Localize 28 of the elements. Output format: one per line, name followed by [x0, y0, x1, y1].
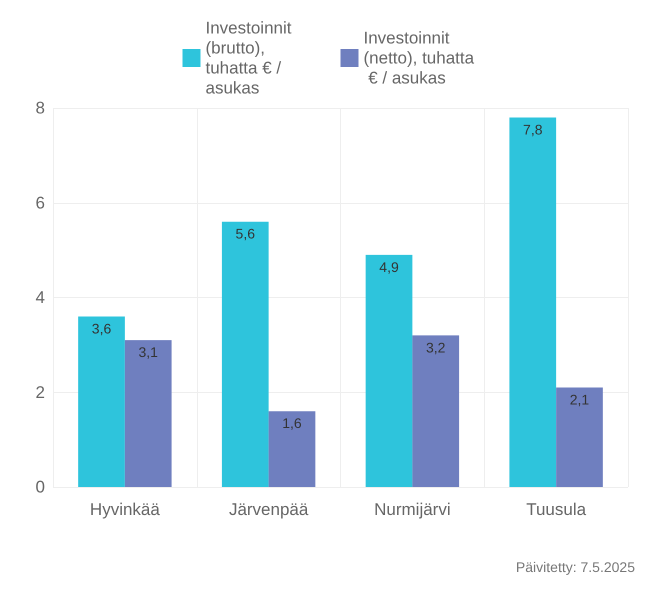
- data-label: 7,8: [523, 121, 543, 138]
- bar: [412, 335, 460, 487]
- bar: [222, 222, 269, 487]
- bar: [124, 340, 172, 487]
- data-label: 3,1: [138, 344, 158, 360]
- y-tick-label: 2: [36, 382, 45, 402]
- bar: [366, 254, 412, 487]
- legend-label: Investoinnit (brutto), tuhatta € / asukas: [206, 18, 296, 98]
- x-tick-label: Hyvinkää: [90, 500, 160, 519]
- x-tick-label: Tuusula: [526, 500, 587, 519]
- data-label: 3,6: [92, 320, 112, 336]
- text: Päivitetty: 7.5.2025: [516, 559, 636, 575]
- bar: [78, 316, 125, 487]
- bar: [268, 411, 316, 487]
- data-label: 3,2: [426, 339, 446, 356]
- y-tick-label: 0: [36, 478, 45, 496]
- y-tick-label: 4: [36, 288, 45, 307]
- bar: [509, 117, 556, 487]
- x-tick-label: Nurmijärvi: [374, 500, 451, 519]
- y-tick-label: 6: [36, 193, 45, 212]
- x-tick-label: Järvenpää: [228, 500, 309, 519]
- data-label: 5,6: [236, 226, 256, 242]
- bar: [556, 388, 603, 487]
- data-label: 4,9: [379, 258, 399, 275]
- data-label: 2,1: [570, 392, 590, 408]
- y-tick-label: 8: [36, 98, 45, 118]
- data-label: 1,6: [282, 415, 302, 432]
- legend-label: Investoinnit (netto), tuhatta € / asukas: [364, 28, 475, 88]
